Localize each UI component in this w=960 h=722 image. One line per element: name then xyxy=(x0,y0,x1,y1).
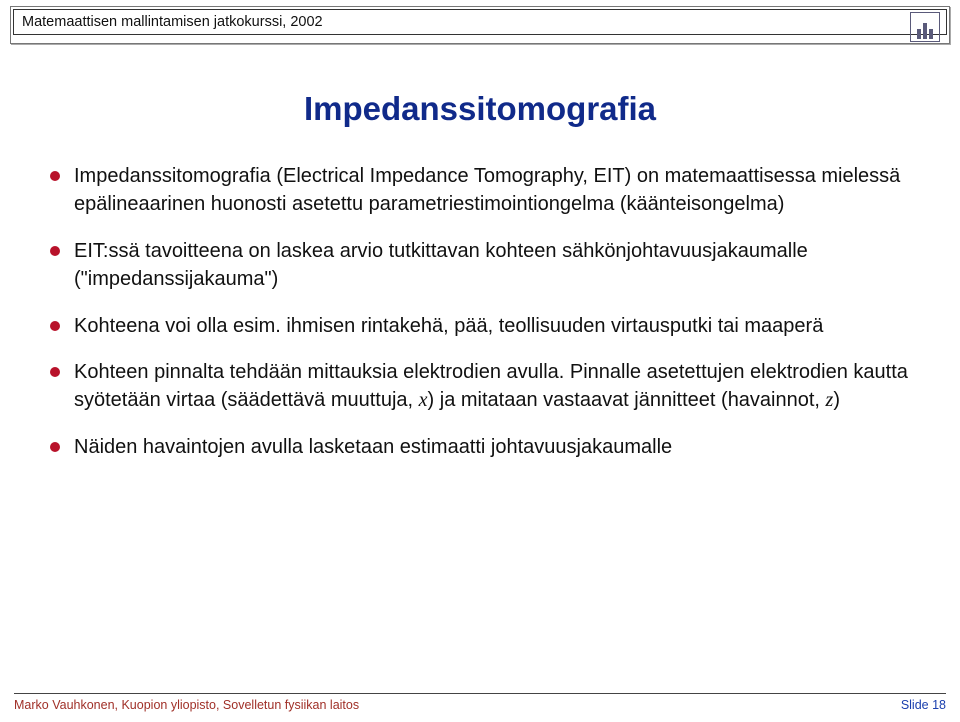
header-frame-inner: Matemaattisen mallintamisen jatkokurssi,… xyxy=(13,9,947,35)
slide: Matemaattisen mallintamisen jatkokurssi,… xyxy=(0,0,960,722)
list-item: EIT:ssä tavoitteena on laskea arvio tutk… xyxy=(48,237,912,294)
header-frame: Matemaattisen mallintamisen jatkokurssi,… xyxy=(10,6,950,44)
bullet-text-mid: ) ja mitataan vastaavat jännitteet (hava… xyxy=(428,389,826,411)
bullet-text: Näiden havaintojen avulla lasketaan esti… xyxy=(74,436,672,458)
institution-logo-icon xyxy=(910,12,940,42)
bullet-text: Kohteena voi olla esim. ihmisen rintakeh… xyxy=(74,315,823,337)
list-item: Kohteen pinnalta tehdään mittauksia elek… xyxy=(48,358,912,415)
slide-title: Impedanssitomografia xyxy=(48,90,912,128)
math-var-x: x xyxy=(419,389,428,411)
list-item: Impedanssitomografia (Electrical Impedan… xyxy=(48,162,912,219)
course-header: Matemaattisen mallintamisen jatkokurssi,… xyxy=(22,14,323,30)
list-item: Näiden havaintojen avulla lasketaan esti… xyxy=(48,433,912,461)
footer-author: Marko Vauhkonen, Kuopion yliopisto, Sove… xyxy=(14,698,359,712)
bullet-text: Impedanssitomografia (Electrical Impedan… xyxy=(74,165,900,215)
slide-content: Impedanssitomografia Impedanssitomografi… xyxy=(48,90,912,479)
bullet-text: EIT:ssä tavoitteena on laskea arvio tutk… xyxy=(74,240,808,290)
list-item: Kohteena voi olla esim. ihmisen rintakeh… xyxy=(48,312,912,340)
footer-slide-number: Slide 18 xyxy=(901,698,946,712)
slide-footer: Marko Vauhkonen, Kuopion yliopisto, Sove… xyxy=(14,693,946,712)
bullet-text-post: ) xyxy=(833,389,840,411)
bullet-list: Impedanssitomografia (Electrical Impedan… xyxy=(48,162,912,461)
